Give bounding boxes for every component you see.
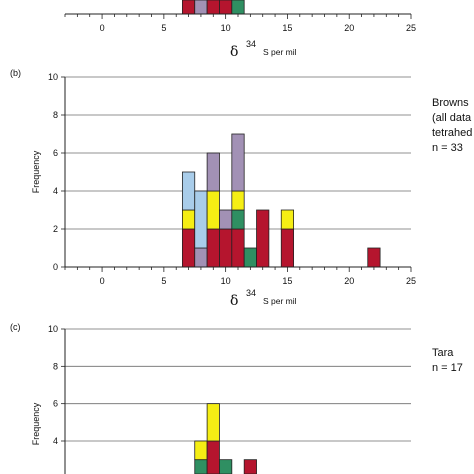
bar-segment-purple <box>231 133 245 192</box>
bar-segment-red <box>280 228 295 268</box>
x-tick-label: 15 <box>282 23 292 33</box>
panel-label: (b) <box>10 68 21 78</box>
bar-segment-red <box>206 228 220 268</box>
x-axis-unit: S per mil <box>263 296 297 306</box>
bar-segment-yellow <box>206 403 220 442</box>
bar-segment-yellow <box>231 190 245 211</box>
x-tick-label: 0 <box>100 23 105 33</box>
bar-segment-red <box>219 0 233 15</box>
x-tick-label: 25 <box>406 23 416 33</box>
y-tick-label: 4 <box>53 436 58 446</box>
bar-segment-red <box>219 228 233 268</box>
panel-a-bars <box>181 0 245 15</box>
panel-c-axes: 4 6 8 10 <box>48 324 66 474</box>
y-axis-label: Frequency <box>31 150 41 193</box>
panel-a-axes: 0 5 10 15 20 25 <box>64 13 416 33</box>
y-tick-label: 2 <box>53 224 58 234</box>
x-tick-label: 20 <box>344 23 354 33</box>
isotope-superscript: 34 <box>246 39 256 49</box>
bar-segment-green <box>231 209 245 230</box>
panel-b: (b) 0 2 4 6 8 10 0 5 10 15 20 25 Frequency δ 34 S p… <box>10 68 472 309</box>
panel-c: (c) 4 6 8 10 Frequency Tara n = 17 <box>10 322 463 474</box>
delta-symbol: δ <box>230 293 238 309</box>
y-tick-label: 10 <box>48 72 58 82</box>
x-tick-label: 25 <box>406 276 416 286</box>
bar-segment-red <box>256 209 270 268</box>
bar-segment-lightblue <box>194 190 208 249</box>
bar-segment-yellow <box>280 209 295 230</box>
panel-label: (c) <box>10 322 21 332</box>
y-tick-label: 8 <box>53 110 58 120</box>
delta-symbol: δ <box>230 44 238 60</box>
y-tick-label: 8 <box>53 361 58 371</box>
y-tick-label: 6 <box>53 148 58 158</box>
bar-segment-yellow <box>181 209 196 230</box>
x-tick-label: 15 <box>282 276 292 286</box>
y-tick-label: 10 <box>48 324 58 334</box>
panel-c-side-note: Tara n = 17 <box>432 347 463 374</box>
bar-segment-red <box>243 459 257 474</box>
panel-a: 0 5 10 15 20 25 δ 34 S per mil <box>64 0 416 60</box>
y-tick-label: 6 <box>53 399 58 409</box>
bar-segment-red <box>181 0 196 15</box>
x-tick-label: 5 <box>161 276 166 286</box>
bar-segment-red <box>367 247 381 268</box>
panel-b-axes: 0 2 4 6 8 10 0 5 10 15 20 25 <box>48 72 416 286</box>
bar-segment-red <box>181 228 196 268</box>
bar-segment-red <box>206 440 220 474</box>
panel-b-side-note: Browns (all data tetrahed n = 33 <box>432 97 472 154</box>
panel-b-bars <box>181 133 381 268</box>
side-note-line: Tara <box>432 347 454 359</box>
bar-segment-green <box>231 0 245 15</box>
bar-segment-green <box>219 459 233 474</box>
side-note-line: n = 17 <box>432 362 463 374</box>
y-tick-label: 0 <box>53 262 58 272</box>
panel-c-bars <box>194 403 257 474</box>
panel-b-xlabel: δ 34 S per mil <box>230 288 297 309</box>
bar-segment-lightblue <box>181 171 196 211</box>
side-note-line: (all data <box>432 112 472 124</box>
y-tick-label: 4 <box>53 186 58 196</box>
bar-segment-yellow <box>194 440 208 461</box>
bar-segment-yellow <box>206 190 220 230</box>
x-tick-label: 0 <box>100 276 105 286</box>
bar-segment-purple <box>194 247 208 268</box>
y-axis-label: Frequency <box>31 402 41 445</box>
side-note-line: Browns <box>432 97 469 109</box>
x-tick-label: 5 <box>161 23 166 33</box>
x-tick-label: 10 <box>221 276 231 286</box>
bar-segment-red <box>231 228 245 268</box>
bar-segment-purple <box>219 209 233 230</box>
bar-segment-purple <box>206 152 220 192</box>
side-note-line: tetrahed <box>432 127 472 139</box>
x-tick-label: 20 <box>344 276 354 286</box>
x-tick-label: 10 <box>221 23 231 33</box>
side-note-line: n = 33 <box>432 142 463 154</box>
bar-segment-green <box>243 247 257 268</box>
x-axis-unit: S per mil <box>263 47 297 57</box>
panel-a-xlabel: δ 34 S per mil <box>230 39 297 60</box>
bar-segment-green <box>194 459 208 474</box>
bar-segment-red <box>206 0 220 15</box>
panel-c-grid <box>65 328 411 442</box>
isotope-superscript: 34 <box>246 288 256 298</box>
bar-segment-purple <box>194 0 208 15</box>
